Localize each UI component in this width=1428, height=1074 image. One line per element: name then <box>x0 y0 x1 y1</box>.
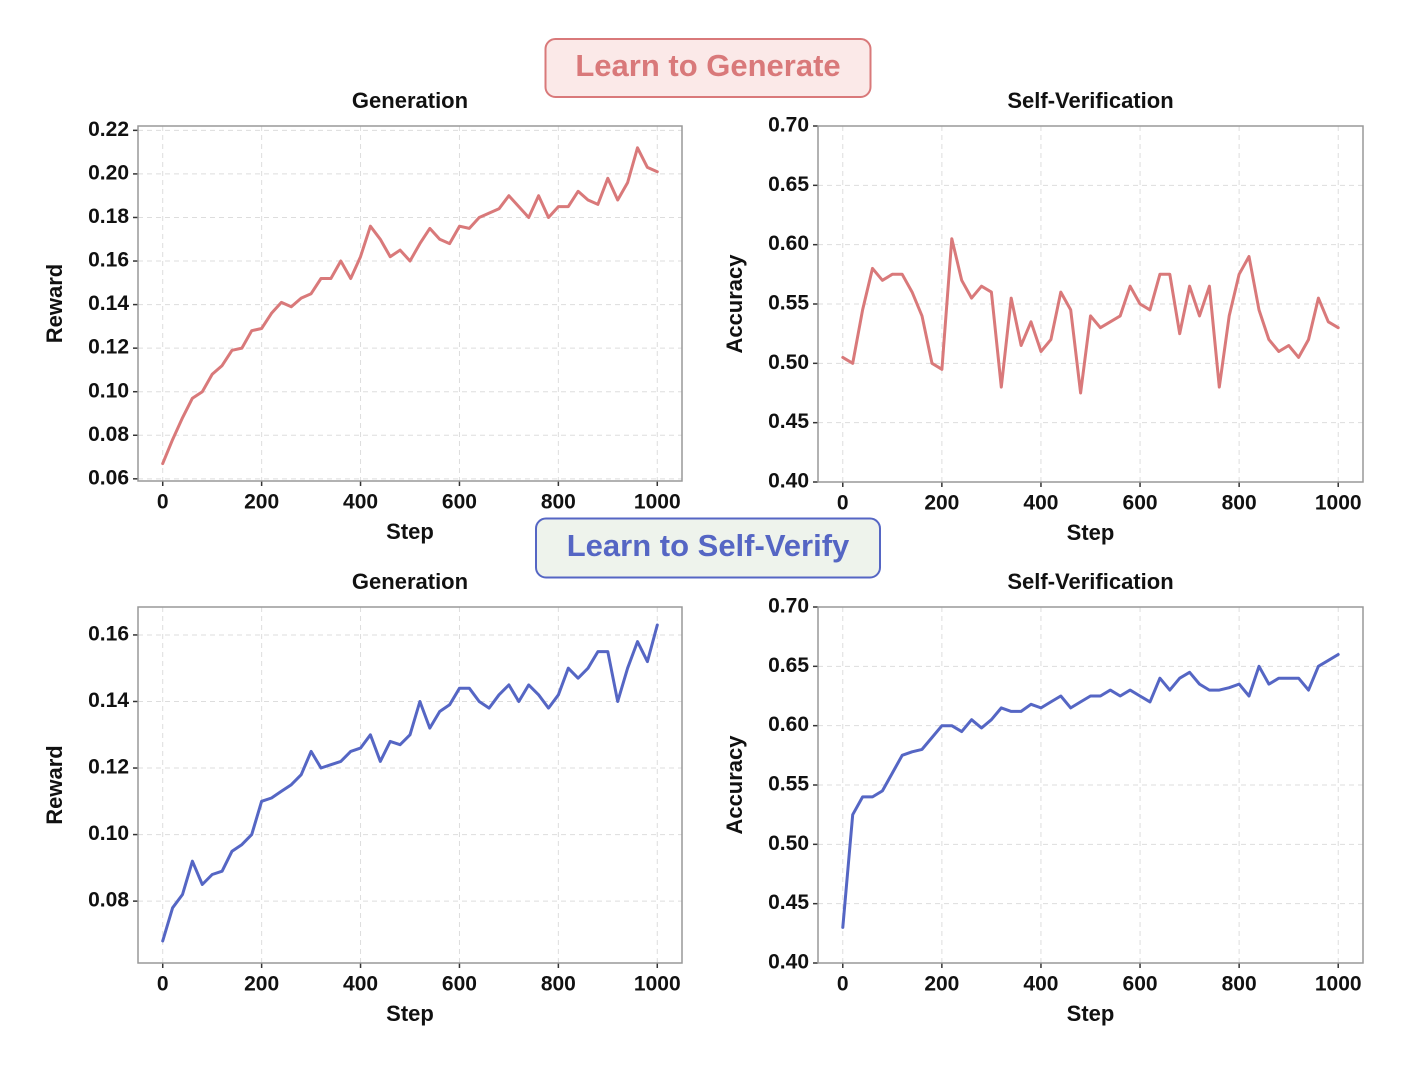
y-tick-label: 0.08 <box>88 889 129 912</box>
plot-frame <box>817 606 1364 964</box>
y-tick-label: 0.14 <box>88 292 129 315</box>
section-label: Learn to Self-Verify <box>567 528 850 563</box>
x-tick-label: 1000 <box>634 973 681 996</box>
x-tick-label: 800 <box>1222 973 1257 996</box>
section-banner <box>544 38 872 98</box>
x-tick-label: 400 <box>1023 973 1058 996</box>
y-tick-label: 0.40 <box>768 951 809 974</box>
x-tick-label: 800 <box>541 973 576 996</box>
x-tick-label: 0 <box>157 491 169 514</box>
y-tick-label: 0.45 <box>768 410 809 433</box>
x-axis-label: Step <box>1067 520 1115 545</box>
x-tick-label: 200 <box>244 491 279 514</box>
section-label: Learn to Generate <box>575 48 840 83</box>
y-tick-label: 0.50 <box>768 832 809 855</box>
x-tick-label: 600 <box>442 491 477 514</box>
y-tick-label: 0.14 <box>88 689 129 712</box>
data-line <box>161 146 659 466</box>
y-tick-label: 0.06 <box>88 466 129 489</box>
x-tick-label: 400 <box>343 491 378 514</box>
x-tick-label: 0 <box>837 492 849 515</box>
x-axis-label: Step <box>386 1001 434 1026</box>
x-tick-label: 400 <box>1023 492 1058 515</box>
x-tick-label: 1000 <box>1315 492 1362 515</box>
y-tick-label: 0.45 <box>768 891 809 914</box>
y-tick-label: 0.16 <box>88 622 129 645</box>
y-tick-label: 0.12 <box>88 756 129 779</box>
y-tick-label: 0.65 <box>768 654 809 677</box>
y-tick-label: 0.60 <box>768 713 809 736</box>
x-tick-label: 200 <box>924 973 959 996</box>
data-line <box>841 653 1340 929</box>
x-tick-label: 800 <box>541 491 576 514</box>
x-tick-label: 600 <box>1123 973 1158 996</box>
plot-frame <box>137 125 683 482</box>
x-tick-label: 0 <box>157 973 169 996</box>
x-tick-label: 0 <box>837 973 849 996</box>
y-tick-label: 0.16 <box>88 249 129 272</box>
chart-title: Generation <box>352 569 468 594</box>
chart-title: Generation <box>352 88 468 113</box>
y-tick-label: 0.08 <box>88 423 129 446</box>
y-tick-label: 0.60 <box>768 232 809 255</box>
x-tick-label: 200 <box>924 492 959 515</box>
x-axis-label: Step <box>386 519 434 544</box>
y-tick-label: 0.70 <box>768 114 809 137</box>
y-axis-label: Reward <box>42 264 67 343</box>
y-tick-label: 0.22 <box>88 118 129 141</box>
plot-frame <box>817 125 1364 483</box>
y-tick-label: 0.55 <box>768 292 809 315</box>
y-tick-label: 0.10 <box>88 822 129 845</box>
data-line <box>161 623 659 943</box>
y-axis-label: Accuracy <box>722 254 747 354</box>
x-tick-label: 600 <box>442 973 477 996</box>
y-tick-label: 0.10 <box>88 379 129 402</box>
y-tick-label: 0.20 <box>88 161 129 184</box>
y-axis-label: Reward <box>42 745 67 824</box>
y-tick-label: 0.50 <box>768 351 809 374</box>
x-tick-label: 400 <box>343 973 378 996</box>
x-tick-label: 1000 <box>1315 973 1362 996</box>
chart-title: Self-Verification <box>1007 569 1173 594</box>
y-axis-label: Accuracy <box>722 735 747 835</box>
x-tick-label: 200 <box>244 973 279 996</box>
x-axis-label: Step <box>1067 1001 1115 1026</box>
data-line <box>841 237 1340 395</box>
plot-frame <box>137 606 683 964</box>
y-tick-label: 0.70 <box>768 595 809 618</box>
x-tick-label: 1000 <box>634 491 681 514</box>
x-tick-label: 800 <box>1222 492 1257 515</box>
y-tick-label: 0.18 <box>88 205 129 228</box>
chart-title: Self-Verification <box>1007 88 1173 113</box>
section-banner <box>535 517 881 579</box>
y-tick-label: 0.65 <box>768 173 809 196</box>
x-tick-label: 600 <box>1123 492 1158 515</box>
y-tick-label: 0.55 <box>768 773 809 796</box>
y-tick-label: 0.12 <box>88 336 129 359</box>
y-tick-label: 0.40 <box>768 470 809 493</box>
